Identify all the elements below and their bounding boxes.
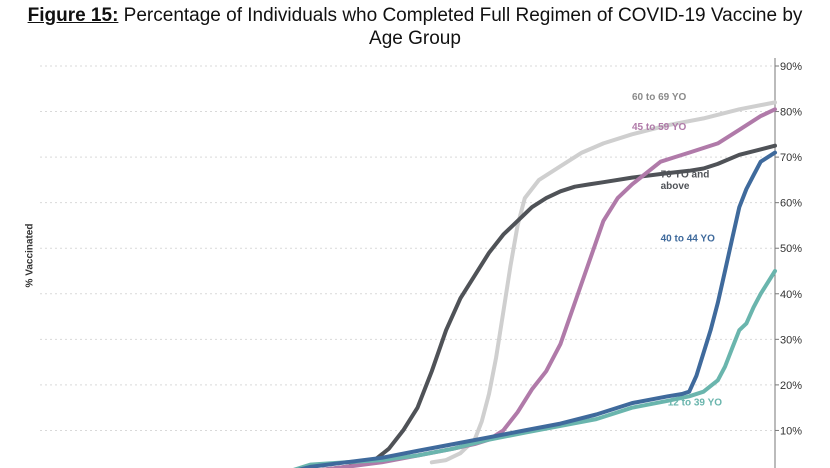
series-label: 60 to 69 YO [632,92,687,103]
y-tick-label: 10% [780,425,802,437]
series-layer [293,100,777,468]
series-label: 12 to 39 YO [668,397,723,408]
y-tick-label: 30% [780,334,802,346]
y-tick-label: 80% [780,107,802,119]
series-line-60-to-69-yo [429,100,777,465]
y-tick-label: 50% [780,243,802,255]
y-tick-label: 70% [780,152,802,164]
series-label: 45 to 59 YO [632,122,687,133]
y-tick-label: 20% [780,380,802,392]
figure-title: Percentage of Individuals who Completed … [118,5,803,26]
series-line-45-to-59-yo [321,107,777,468]
series-line-70-yo-and-above [321,143,777,468]
series-label: 40 to 44 YO [661,233,716,244]
series-label: above [661,181,690,192]
figure-label: Figure 15: [27,5,119,26]
title-line-1: Figure 15: Percentage of Individuals who… [0,4,830,27]
series-line-40-to-44-yo [297,150,777,468]
y-axis: 0%10%20%30%40%50%60%70%80%90% [774,58,802,468]
series-line-12-to-39-yo [293,269,777,468]
chart-title: Figure 15: Percentage of Individuals who… [0,4,830,50]
title-line-2: Age Group [369,28,461,49]
y-tick-label: 90% [780,61,802,73]
series-label: 70 YO and [661,170,710,181]
y-tick-label: 40% [780,289,802,301]
y-tick-label: 60% [780,198,802,210]
